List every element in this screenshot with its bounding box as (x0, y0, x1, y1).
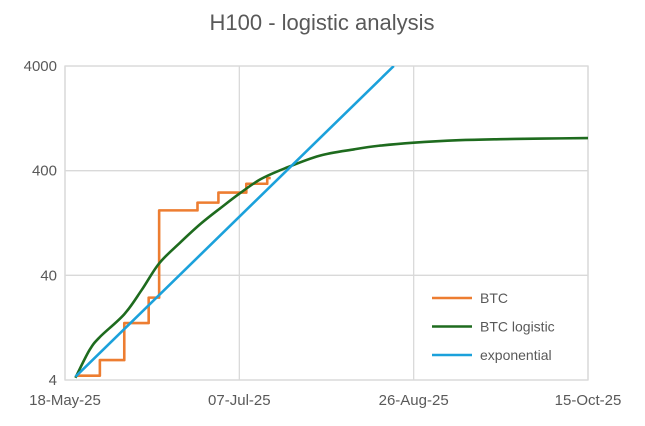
series-line-btc-logistic (74, 136, 588, 379)
legend-label: exponential (480, 347, 552, 363)
series-line-exponential (74, 66, 395, 378)
x-axis-ticks: 18-May-25 07-Jul-25 26-Aug-25 15-Oct-25 (29, 392, 621, 409)
x-tick-label: 07-Jul-25 (208, 392, 271, 409)
x-tick-label: 18-May-25 (29, 392, 101, 409)
chart-title: H100 - logistic analysis (210, 10, 435, 35)
y-tick-label: 4 (49, 372, 57, 389)
series-layer (74, 66, 588, 379)
legend-label: BTC logistic (480, 319, 555, 335)
y-tick-label: 400 (32, 163, 57, 180)
legend: BTC BTC logistic exponential (432, 290, 555, 363)
plot-area-border (64, 65, 589, 381)
y-axis-ticks: 4 40 400 4000 (24, 58, 57, 389)
y-tick-label: 4000 (24, 58, 57, 75)
x-tick-label: 26-Aug-25 (379, 392, 449, 409)
x-tick-label: 15-Oct-25 (555, 392, 622, 409)
y-tick-label: 40 (40, 267, 57, 284)
series-line-btc (75, 176, 271, 377)
legend-label: BTC (480, 290, 508, 306)
